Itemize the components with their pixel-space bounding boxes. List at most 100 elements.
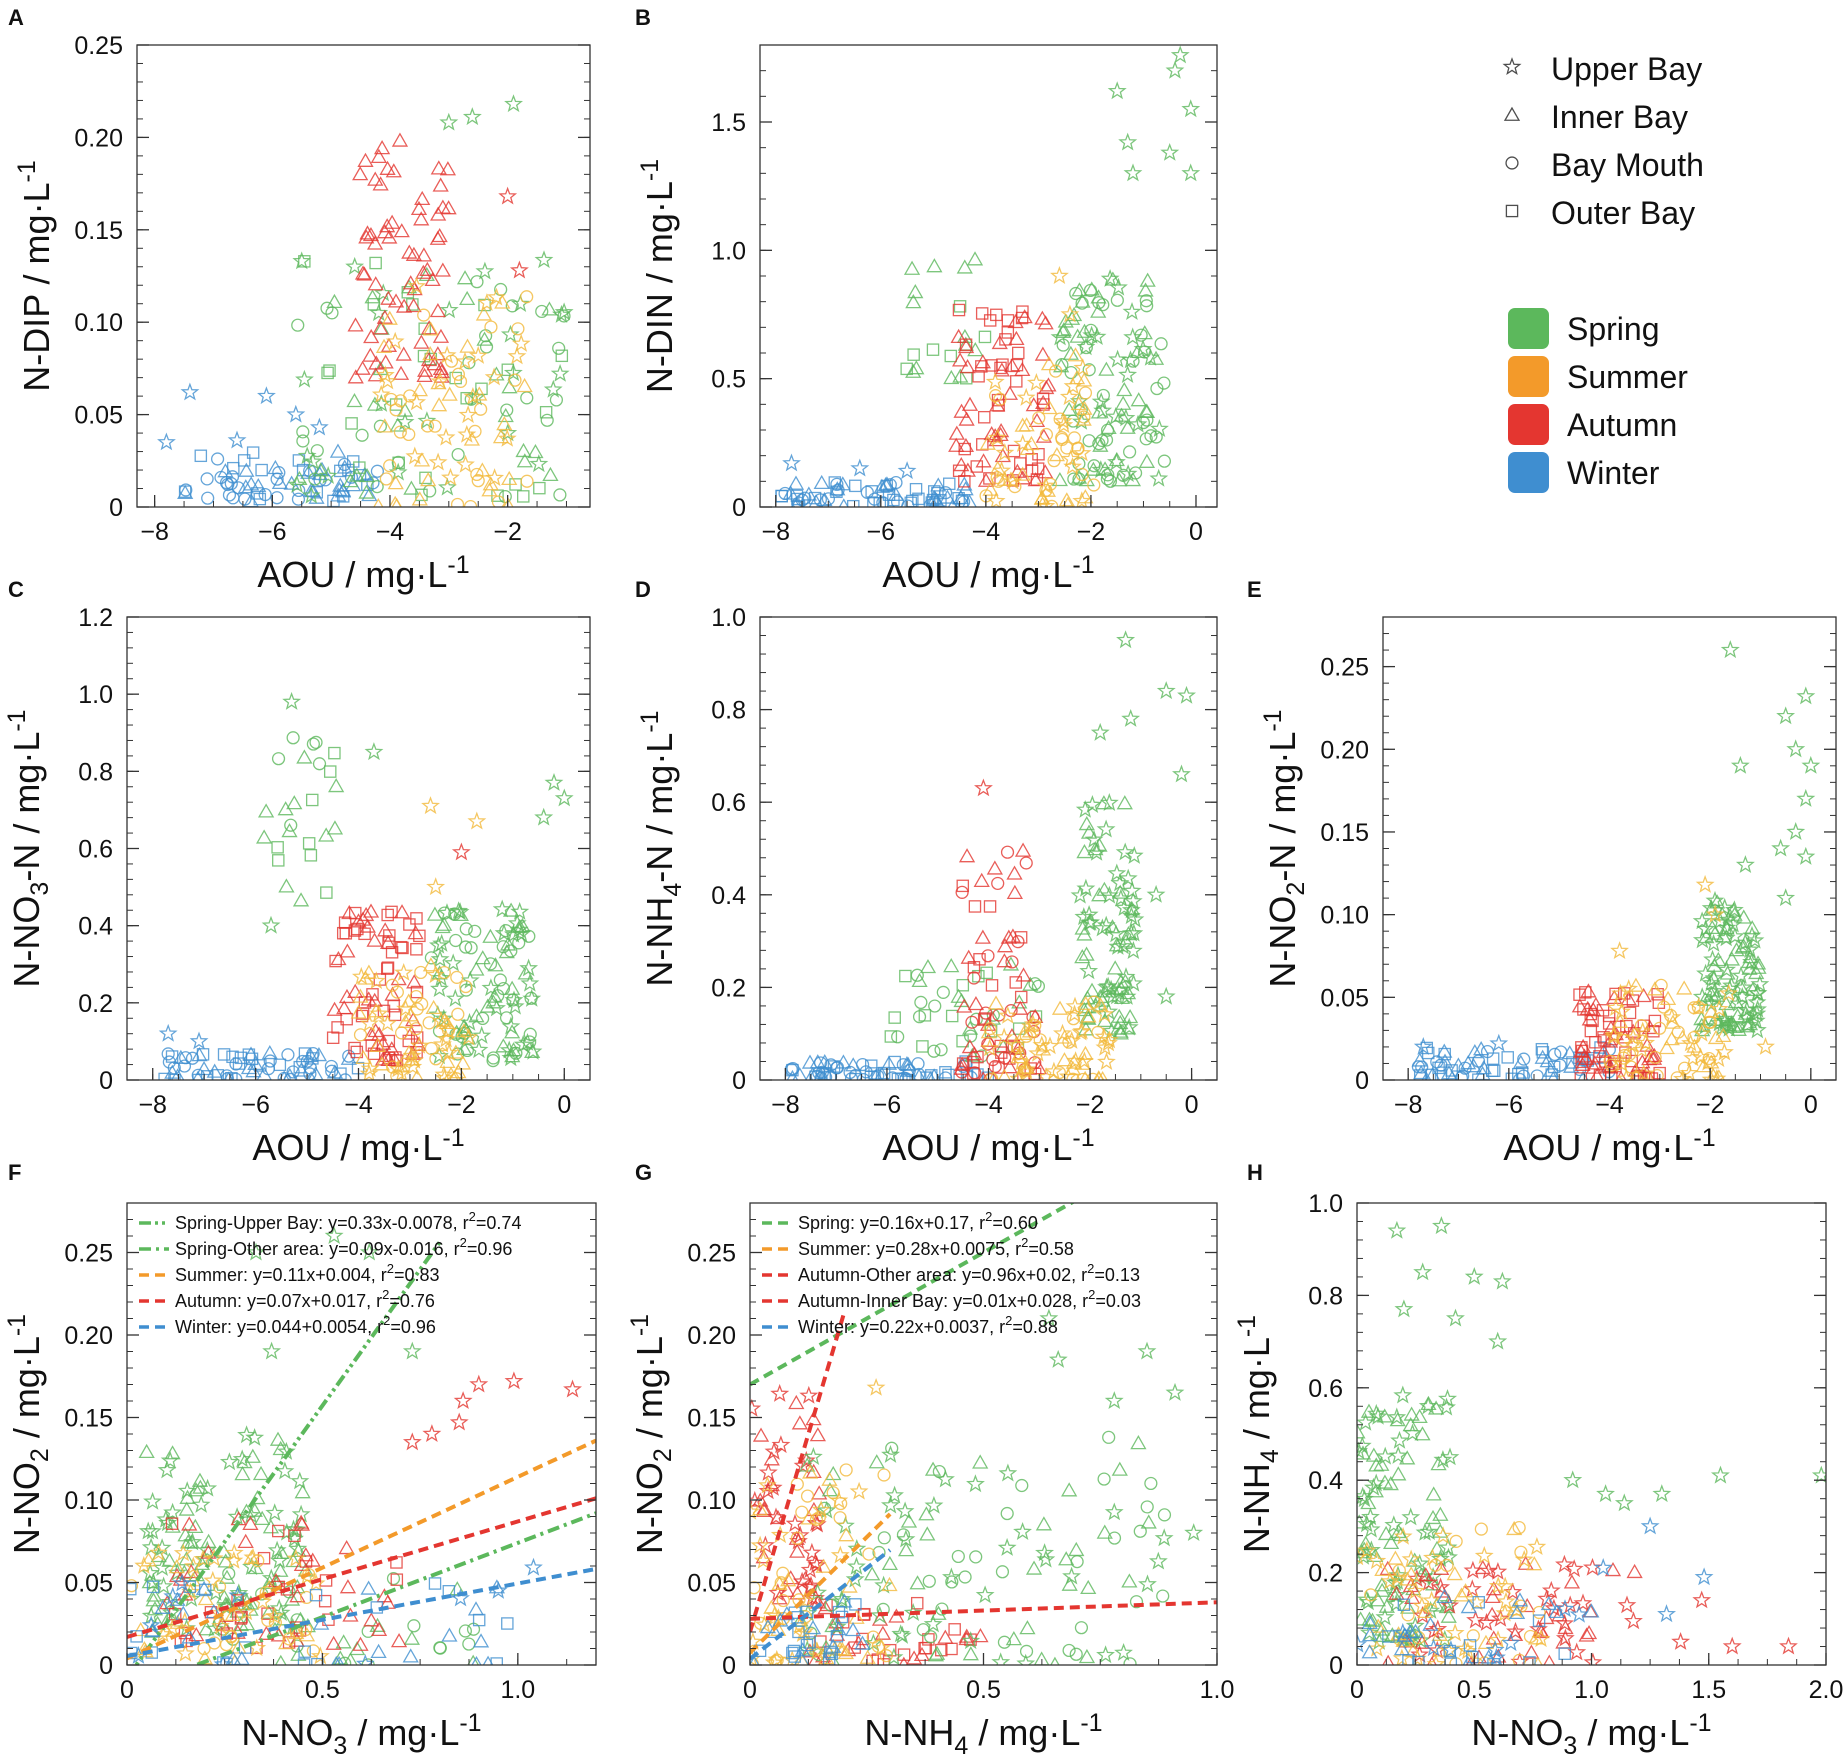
point-spring <box>505 1042 522 1057</box>
point-summer <box>1512 1653 1527 1665</box>
point-spring <box>359 1242 379 1261</box>
point-spring <box>495 1038 512 1053</box>
point-spring <box>474 950 491 965</box>
point-spring <box>877 1531 891 1545</box>
point-summer <box>508 373 522 387</box>
point-spring <box>249 1489 266 1505</box>
point-summer <box>790 1531 805 1545</box>
point-summer <box>1072 491 1092 507</box>
point-autumn <box>967 960 981 974</box>
point-spring <box>1129 1595 1144 1609</box>
point-spring <box>880 1495 900 1514</box>
fit-r2-sup: 2 <box>383 1313 390 1328</box>
point-winter <box>1424 1638 1443 1657</box>
point-autumn <box>1431 1577 1451 1596</box>
point-summer <box>434 1064 454 1080</box>
point-spring <box>269 1550 289 1569</box>
point-winter <box>869 1068 883 1080</box>
point-spring <box>1069 286 1083 301</box>
y-label-main: N-NH <box>639 897 680 987</box>
point-spring <box>160 1450 180 1469</box>
point-spring <box>1115 395 1132 410</box>
point-summer <box>800 1489 815 1503</box>
point-autumn <box>1574 1072 1588 1080</box>
point-spring <box>271 841 284 854</box>
point-autumn <box>390 1573 404 1586</box>
point-spring <box>1374 1582 1391 1597</box>
point-summer <box>770 1525 790 1544</box>
point-winter <box>254 1059 267 1072</box>
point-winter <box>225 470 240 484</box>
point-spring <box>323 765 337 778</box>
point-summer <box>1047 454 1061 468</box>
point-autumn <box>1027 472 1044 487</box>
point-spring <box>504 94 523 113</box>
point-summer <box>441 386 458 401</box>
point-winter <box>800 486 817 501</box>
point-winter <box>200 472 214 486</box>
point-spring <box>236 1453 253 1469</box>
point-spring <box>1401 1507 1421 1526</box>
point-summer <box>1053 412 1067 426</box>
point-spring <box>1057 313 1074 328</box>
point-spring <box>1069 328 1086 343</box>
point-winter <box>1430 1055 1444 1069</box>
point-summer <box>1512 1520 1526 1535</box>
point-spring <box>486 1051 500 1065</box>
point-spring <box>914 995 928 1009</box>
point-spring <box>1140 347 1160 366</box>
point-summer <box>1636 1033 1656 1052</box>
point-spring <box>1058 1551 1075 1566</box>
point-autumn <box>948 1623 961 1636</box>
point-spring <box>1091 887 1108 902</box>
x-label-sup: -1 <box>1689 1709 1711 1737</box>
y-tick-label: 1.0 <box>711 604 746 632</box>
point-autumn <box>1602 1009 1616 1023</box>
point-spring <box>891 1030 905 1044</box>
point-autumn <box>974 929 991 944</box>
point-spring <box>320 886 333 899</box>
point-summer <box>132 1621 149 1637</box>
y-tick-label: 0.4 <box>78 913 113 941</box>
point-winter <box>942 1068 955 1080</box>
x-label-rest: / mg·L <box>1577 1712 1689 1753</box>
point-autumn <box>339 927 353 940</box>
x-axis-label: AOU / mg·L-1 <box>1503 1124 1715 1168</box>
point-summer <box>407 276 426 295</box>
point-spring <box>158 1513 178 1532</box>
point-winter <box>223 1071 234 1080</box>
x-label-main: AOU / mg·L <box>257 554 447 595</box>
point-spring <box>274 1654 287 1665</box>
point-spring <box>1118 868 1138 887</box>
point-summer <box>1075 467 1089 482</box>
season-legend-label: Autumn <box>1567 407 1677 443</box>
point-winter <box>172 1573 192 1592</box>
point-spring <box>464 941 478 955</box>
point-autumn <box>1483 1606 1501 1621</box>
point-summer <box>1049 364 1063 378</box>
point-summer <box>492 429 510 444</box>
point-winter <box>238 1641 252 1654</box>
point-winter <box>1361 1627 1379 1642</box>
point-autumn <box>1474 1559 1491 1575</box>
point-autumn <box>1555 1554 1574 1573</box>
point-spring <box>1492 1271 1512 1290</box>
point-summer <box>1066 1072 1080 1080</box>
point-summer <box>1703 1015 1718 1029</box>
point-winter <box>334 483 352 498</box>
point-autumn <box>956 879 970 893</box>
point-spring <box>1107 81 1127 100</box>
point-spring <box>905 294 922 309</box>
point-spring <box>905 363 922 378</box>
fit-line-1 <box>196 1511 596 1665</box>
point-spring <box>358 467 376 483</box>
point-winter <box>246 446 260 459</box>
point-spring <box>1096 388 1110 403</box>
fit-r2-sup: 2 <box>1005 1313 1012 1328</box>
point-spring <box>302 837 316 850</box>
point-autumn <box>758 1462 778 1481</box>
point-spring <box>1377 1525 1395 1541</box>
point-autumn <box>1575 1055 1588 1069</box>
y-tick-label: 0.25 <box>687 1240 736 1268</box>
point-spring <box>884 1647 904 1665</box>
